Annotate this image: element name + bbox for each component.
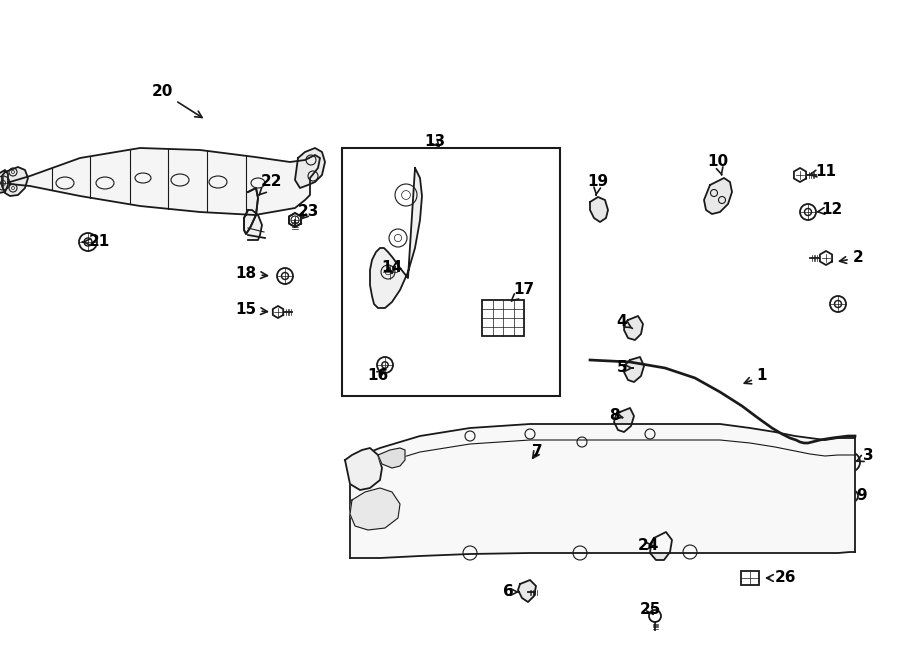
Text: 2: 2 — [840, 251, 863, 266]
Polygon shape — [624, 316, 643, 340]
Text: 4: 4 — [616, 315, 633, 329]
Text: 9: 9 — [857, 488, 868, 504]
Text: 24: 24 — [637, 539, 659, 553]
Text: 16: 16 — [367, 368, 389, 383]
Text: 7: 7 — [532, 444, 543, 459]
Polygon shape — [244, 188, 262, 240]
Text: 8: 8 — [608, 407, 623, 422]
Polygon shape — [378, 448, 405, 468]
Bar — [342, 148, 560, 396]
Text: 18: 18 — [236, 266, 267, 282]
Text: 17: 17 — [511, 282, 535, 301]
Text: 11: 11 — [809, 165, 836, 180]
Text: 13: 13 — [425, 134, 446, 149]
Polygon shape — [350, 424, 855, 558]
Text: 25: 25 — [639, 602, 661, 617]
Polygon shape — [614, 408, 634, 432]
Polygon shape — [8, 148, 320, 215]
Text: 1: 1 — [744, 368, 767, 384]
Text: 19: 19 — [588, 175, 608, 195]
Polygon shape — [2, 167, 28, 196]
Text: 14: 14 — [382, 260, 402, 276]
Text: 20: 20 — [151, 85, 202, 118]
Polygon shape — [295, 148, 325, 188]
Text: 12: 12 — [818, 202, 842, 217]
Text: 22: 22 — [259, 175, 283, 195]
Polygon shape — [345, 448, 382, 490]
Text: 21: 21 — [83, 235, 110, 249]
Polygon shape — [0, 170, 8, 193]
Polygon shape — [704, 178, 732, 214]
Text: 23: 23 — [297, 204, 319, 219]
Polygon shape — [518, 580, 536, 602]
Text: 5: 5 — [616, 360, 633, 375]
Text: 10: 10 — [707, 155, 729, 175]
Bar — [741, 571, 759, 585]
Polygon shape — [650, 532, 672, 560]
Text: 26: 26 — [767, 570, 796, 586]
Polygon shape — [624, 357, 644, 382]
Text: 3: 3 — [857, 449, 873, 463]
Polygon shape — [350, 488, 400, 530]
Text: 15: 15 — [236, 303, 267, 317]
Polygon shape — [370, 168, 422, 308]
Polygon shape — [590, 197, 608, 222]
Text: 6: 6 — [502, 584, 519, 600]
Bar — [482, 300, 524, 336]
